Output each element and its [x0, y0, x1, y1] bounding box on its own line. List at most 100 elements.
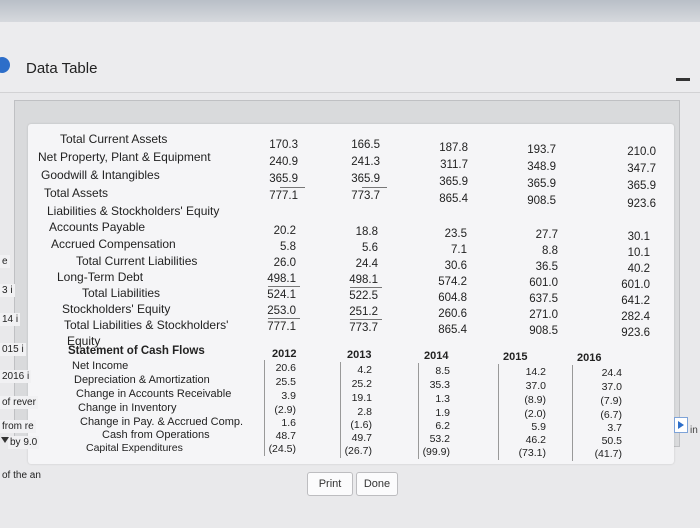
- value-cell: 282.4: [621, 311, 650, 323]
- value-cell: 14.2: [525, 366, 546, 378]
- left-clip-text: 015 i: [0, 343, 26, 356]
- left-clip-text: 3 i: [0, 284, 15, 297]
- info-icon: [0, 57, 10, 73]
- value-cell: 8.8: [542, 245, 558, 257]
- row-label: Net Income: [72, 360, 129, 372]
- row-label: Long-Term Debt: [57, 270, 144, 284]
- value-cell: 10.1: [627, 247, 650, 259]
- minimize-button[interactable]: [676, 78, 690, 81]
- value-cell: 253.0: [267, 305, 296, 317]
- value-cell: 601.0: [621, 279, 650, 291]
- left-clip-text: from re: [0, 420, 36, 433]
- value-cell: 260.6: [438, 308, 467, 320]
- value-cell: 865.4: [438, 324, 467, 336]
- column-box: [418, 363, 481, 459]
- row-label: Liabilities & Stockholders' Equity: [47, 204, 220, 218]
- value-cell: 522.5: [349, 290, 378, 302]
- value-cell: 40.2: [627, 263, 650, 275]
- row-label: Equity: [67, 334, 101, 348]
- value-cell: 37.0: [601, 381, 622, 393]
- row-label: Depreciation & Amortization: [74, 374, 210, 386]
- row-label: Change in Pay. & Accrued Comp.: [80, 416, 244, 428]
- value-cell: (24.5): [268, 443, 296, 455]
- value-cell: 48.7: [275, 430, 296, 442]
- divider: [350, 319, 382, 320]
- row-label: Total Current Assets: [60, 132, 168, 146]
- value-cell: 777.1: [267, 321, 296, 333]
- value-cell: (8.9): [524, 394, 546, 406]
- value-cell: 348.9: [527, 161, 556, 173]
- year-header: 2014: [424, 350, 449, 362]
- left-clip-text: by 9.0: [8, 436, 40, 449]
- value-cell: 30.6: [444, 260, 467, 272]
- value-cell: 187.8: [439, 142, 468, 154]
- value-cell: 27.7: [535, 229, 558, 241]
- value-cell: 524.1: [267, 289, 296, 301]
- value-cell: 20.6: [275, 362, 296, 374]
- value-cell: 498.1: [349, 274, 378, 286]
- value-cell: 25.5: [275, 376, 296, 388]
- row-label: Stockholders' Equity: [62, 302, 171, 316]
- value-cell: 6.2: [435, 420, 450, 432]
- value-cell: 923.6: [627, 198, 656, 210]
- value-cell: 773.7: [349, 322, 378, 334]
- row-label: Capital Expenditures: [86, 442, 183, 454]
- left-clip-text: of rever: [0, 396, 38, 409]
- value-cell: 365.9: [269, 173, 298, 185]
- value-cell: (1.6): [350, 419, 372, 431]
- value-cell: 26.0: [273, 257, 296, 269]
- row-label: Cash from Operations: [102, 429, 210, 441]
- column-box: [340, 362, 403, 458]
- value-cell: 311.7: [440, 159, 468, 171]
- value-cell: 35.3: [429, 379, 450, 391]
- value-cell: 46.2: [525, 434, 546, 446]
- divider: [280, 187, 305, 188]
- value-cell: 251.2: [349, 306, 378, 318]
- value-cell: (7.9): [600, 395, 622, 407]
- top-bar: [0, 0, 700, 22]
- value-cell: 365.9: [627, 180, 656, 192]
- value-cell: 271.0: [529, 309, 558, 321]
- divider: [362, 187, 387, 188]
- right-clip-text: in: [690, 425, 698, 436]
- play-icon[interactable]: [674, 417, 688, 433]
- print-button[interactable]: Print: [307, 472, 353, 496]
- value-cell: 7.1: [451, 244, 467, 256]
- value-cell: 49.7: [351, 432, 372, 444]
- value-cell: 24.4: [601, 367, 622, 379]
- divider: [268, 318, 300, 319]
- value-cell: 641.2: [621, 295, 650, 307]
- value-cell: 53.2: [429, 433, 450, 445]
- value-cell: 777.1: [269, 190, 298, 202]
- value-cell: 24.4: [355, 258, 378, 270]
- value-cell: 908.5: [529, 325, 558, 337]
- value-cell: 37.0: [525, 380, 546, 392]
- done-button[interactable]: Done: [356, 472, 398, 496]
- year-header: 2012: [272, 348, 297, 360]
- divider: [268, 286, 300, 287]
- value-cell: 5.6: [362, 242, 378, 254]
- value-cell: 4.2: [357, 364, 372, 376]
- value-cell: (73.1): [518, 447, 546, 459]
- value-cell: (26.7): [344, 445, 372, 457]
- value-cell: 3.9: [281, 390, 296, 402]
- row-label: Total Assets: [44, 186, 109, 200]
- row-label: Accounts Payable: [49, 220, 146, 234]
- value-cell: 498.1: [267, 273, 296, 285]
- value-cell: 1.3: [435, 393, 450, 405]
- data-sheet: [28, 124, 674, 464]
- value-cell: 20.2: [273, 225, 296, 237]
- row-label: Total Liabilities & Stockholders': [64, 318, 229, 332]
- value-cell: 1.6: [281, 417, 296, 429]
- year-header: 2016: [577, 352, 602, 364]
- left-clip-text: e: [0, 255, 10, 268]
- row-label: Goodwill & Intangibles: [41, 168, 160, 182]
- value-cell: 604.8: [438, 292, 467, 304]
- value-cell: 30.1: [627, 231, 650, 243]
- value-cell: 23.5: [444, 228, 467, 240]
- value-cell: 2.8: [357, 406, 372, 418]
- value-cell: 574.2: [438, 276, 467, 288]
- value-cell: 365.9: [527, 178, 556, 190]
- value-cell: (6.7): [600, 409, 622, 421]
- row-label: Net Property, Plant & Equipment: [38, 150, 211, 164]
